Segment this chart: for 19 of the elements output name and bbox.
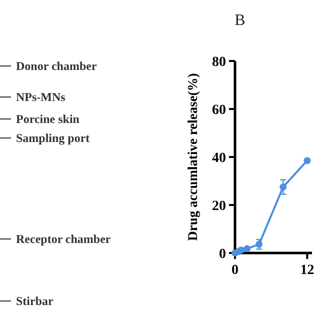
point bbox=[244, 245, 251, 252]
point bbox=[238, 246, 245, 254]
text: NPs-MNs bbox=[16, 90, 66, 104]
chart-title: B bbox=[234, 12, 246, 29]
point bbox=[256, 240, 263, 248]
text: Stirbar bbox=[16, 294, 54, 308]
y-tick-label: 0 bbox=[219, 246, 226, 262]
text: Receptor chamber bbox=[16, 232, 112, 246]
point bbox=[304, 157, 311, 164]
y-tick-label: 20 bbox=[212, 198, 226, 214]
y-tick-label: 60 bbox=[212, 102, 226, 118]
y-tick-label: 80 bbox=[212, 54, 226, 70]
y-axis-title: Drug accumlative release(%) bbox=[185, 73, 200, 241]
text: Porcine skin bbox=[16, 112, 80, 126]
point bbox=[280, 184, 287, 190]
x-tick-label: 12 bbox=[300, 263, 314, 278]
text: Donor chamber bbox=[16, 59, 98, 73]
text: Sampling port bbox=[16, 131, 90, 145]
y-tick-label: 40 bbox=[212, 150, 226, 166]
